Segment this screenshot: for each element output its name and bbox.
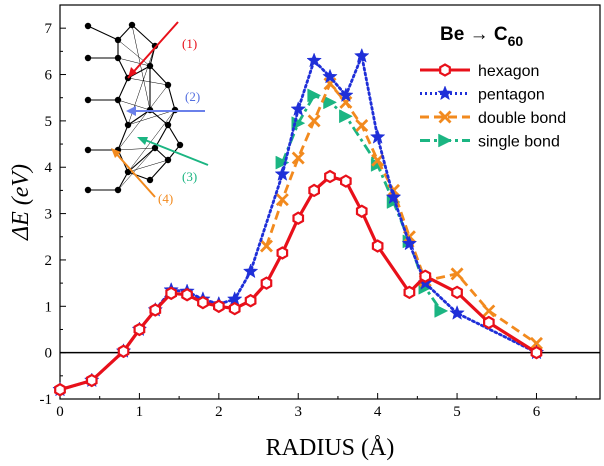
data-point [419,269,432,283]
data-point [165,286,177,301]
x-tick-label: 4 [374,404,382,420]
x-ticks: 0 1 2 3 4 5 6 [56,393,577,420]
inset-label-3: (3) [182,169,197,184]
x-tick-label: 2 [215,404,223,420]
data-point [244,293,257,308]
y-tick-label: 3 [45,207,53,223]
series-hexagon [54,169,543,397]
data-point [434,304,449,318]
series-line [265,81,538,345]
data-point [197,295,209,310]
data-point [308,183,320,198]
data-point [85,373,98,388]
legend-label: hexagon [478,63,539,80]
data-point [259,239,273,253]
approach-arrow-3 [139,137,209,166]
data-point [340,174,352,188]
data-point [149,303,162,317]
y-tick-label: 0 [45,346,53,362]
legend-label: pentagon [478,87,545,104]
legend-marker [437,85,453,101]
data-point [355,119,369,133]
plot-frame [59,4,601,400]
data-point [307,114,321,128]
legend-marker [438,110,452,124]
y-tick-label: -1 [40,392,53,408]
y-ticks: -1 0 1 2 3 4 5 6 7 [40,21,66,408]
data-point [530,345,543,360]
data-point [54,382,66,397]
data-point [385,189,402,204]
data-point [228,301,241,316]
legend-title: Be → C60 [440,24,523,49]
data-point [276,246,289,260]
y-tick-label: 2 [45,253,53,269]
data-point [322,68,338,84]
legend-item-pentagon: pentagon [420,85,545,104]
data-point [338,87,354,103]
x-tick-label: 0 [56,404,64,420]
inset-label-1: (1) [182,36,197,51]
data-point [450,267,464,281]
data-point [355,204,368,219]
y-tick-label: 6 [45,68,53,84]
legend-marker [438,133,453,148]
approach-arrow-4 [112,149,156,198]
data-point [275,155,290,170]
data-point [242,263,259,279]
legend-item-hexagon: hexagon [420,63,539,80]
data-point [339,109,353,124]
y-tick-label: 5 [45,114,53,130]
c60-inset-diagram [84,21,209,198]
data-point [483,315,495,330]
data-point [213,299,225,314]
approach-arrow-1 [127,21,179,79]
data-point [369,128,386,144]
data-point [353,47,370,63]
y-tick-label: 7 [45,21,53,37]
data-point [260,276,273,290]
data-point [529,336,543,350]
data-point [482,304,496,318]
data-point [275,193,289,207]
data-point [451,285,463,300]
legend-label: double bond [478,110,566,127]
data-point [449,304,465,320]
data-point [291,151,305,165]
x-axis-label: RADIUS (Å) [266,435,395,461]
data-point [403,285,416,300]
y-axis-label: ΔE (eV) [8,164,34,241]
data-point [401,235,418,251]
x-tick-label: 5 [453,404,461,420]
data-point [307,88,322,103]
x-tick-label: 6 [533,404,541,420]
legend: Be → C60 hexagon pentagon double bond singl… [420,24,566,151]
data-point [274,165,291,181]
data-point [133,322,146,337]
inset-label-4: (4) [158,191,173,206]
data-point [371,239,384,253]
data-point [306,52,322,68]
data-point [324,169,336,184]
x-tick-label: 1 [136,404,144,420]
data-point [292,211,305,225]
legend-item-double-bond: double bond [420,110,566,127]
series-layer [52,47,545,397]
legend-marker [439,63,451,77]
inset-label-2: (2) [185,89,200,104]
data-point [290,101,307,116]
y-tick-label: 4 [45,160,53,176]
legend-label: single bond [478,134,560,151]
x-tick-label: 3 [294,404,302,420]
data-point [117,344,130,359]
y-tick-label: 1 [45,299,53,315]
legend-item-single-bond: single bond [420,134,560,151]
data-point [181,287,193,302]
